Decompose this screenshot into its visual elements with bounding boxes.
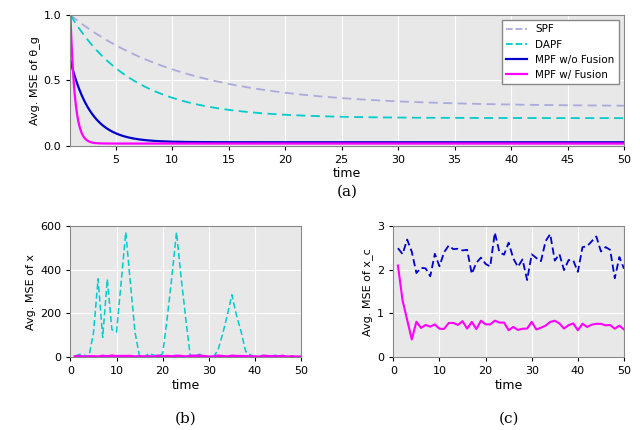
X-axis label: time: time [495,379,523,392]
Text: (c): (c) [499,412,519,426]
Y-axis label: Avg. MSE of x_c: Avg. MSE of x_c [362,248,373,335]
X-axis label: time: time [333,167,362,180]
Y-axis label: Avg. MSE of x: Avg. MSE of x [26,254,36,330]
Legend: SPF, DAPF, MPF w/o Fusion, MPF w/ Fusion: SPF, DAPF, MPF w/o Fusion, MPF w/ Fusion [502,20,619,84]
X-axis label: time: time [172,379,200,392]
Y-axis label: Avg. MSE of θ_g: Avg. MSE of θ_g [29,36,40,125]
Text: (b): (b) [175,412,196,426]
Text: (a): (a) [337,184,358,199]
